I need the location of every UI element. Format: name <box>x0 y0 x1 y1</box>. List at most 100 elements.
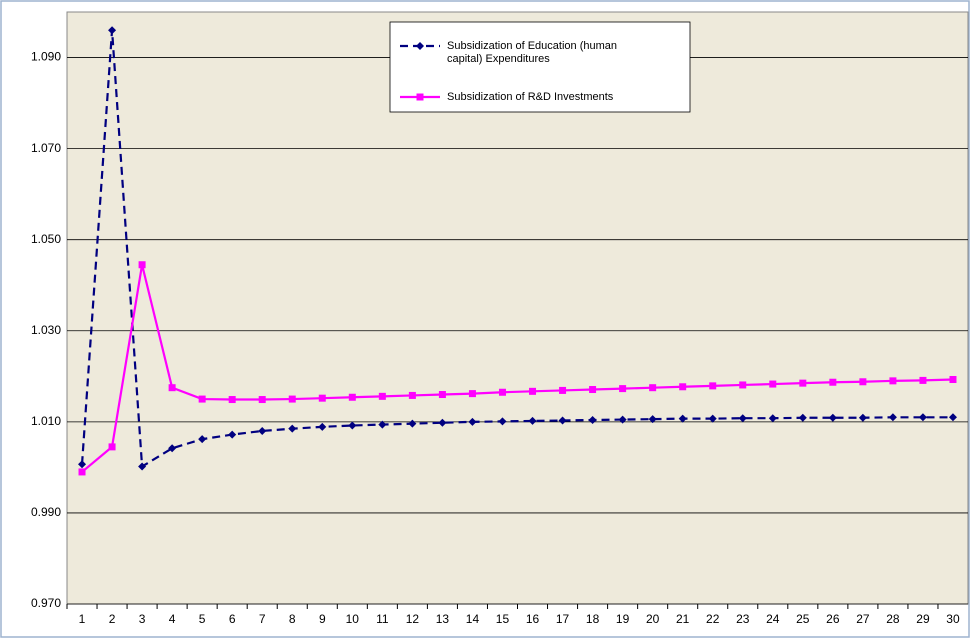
point-marker <box>318 394 326 402</box>
y-tick-label: 0.970 <box>31 596 61 610</box>
y-tick-label: 1.070 <box>31 141 61 155</box>
point-marker <box>198 395 206 403</box>
point-marker <box>648 415 657 424</box>
point-marker <box>78 460 87 469</box>
point-marker <box>108 443 116 451</box>
x-tick-label: 5 <box>199 612 206 626</box>
x-tick-label: 26 <box>826 612 840 626</box>
point-marker <box>619 385 627 393</box>
legend-label: Subsidization of R&D Investments <box>447 91 614 103</box>
point-marker <box>829 378 837 386</box>
point-marker <box>438 418 447 427</box>
point-marker <box>318 422 327 431</box>
x-tick-label: 15 <box>496 612 510 626</box>
point-marker <box>348 421 357 430</box>
x-tick-label: 21 <box>676 612 690 626</box>
x-tick-label: 28 <box>886 612 900 626</box>
x-tick-label: 27 <box>856 612 870 626</box>
point-marker <box>378 420 387 429</box>
y-tick-label: 1.010 <box>31 414 61 428</box>
x-tick-label: 4 <box>169 612 176 626</box>
point-marker <box>708 414 717 423</box>
legend-label-line: Subsidization of Education (human <box>447 40 617 52</box>
x-tick-label: 11 <box>376 612 389 626</box>
point-marker <box>649 384 657 392</box>
point-marker <box>559 386 567 394</box>
series-line <box>80 30 953 469</box>
point-marker <box>228 430 237 439</box>
x-tick-label: 22 <box>706 612 720 626</box>
point-marker <box>438 391 446 399</box>
point-marker <box>408 391 416 399</box>
point-marker <box>228 396 236 404</box>
legend-marker <box>416 42 424 50</box>
x-tick-label: 16 <box>526 612 540 626</box>
x-tick-label: 12 <box>406 612 420 626</box>
point-marker <box>859 378 867 386</box>
point-marker <box>798 413 807 422</box>
point-marker <box>709 382 717 390</box>
point-marker <box>198 435 207 444</box>
point-marker <box>828 413 837 422</box>
point-marker <box>468 390 476 398</box>
point-marker <box>589 386 597 394</box>
point-marker <box>258 396 266 404</box>
point-marker <box>108 26 117 35</box>
point-marker <box>498 388 506 396</box>
x-tick-label: 17 <box>556 612 570 626</box>
x-tick-label: 10 <box>346 612 360 626</box>
point-marker <box>258 426 267 435</box>
point-marker <box>348 393 356 401</box>
point-marker <box>168 444 177 453</box>
x-tick-label: 14 <box>466 612 480 626</box>
x-tick-label: 18 <box>586 612 600 626</box>
point-marker <box>288 395 296 403</box>
y-tick-label: 1.030 <box>31 323 61 337</box>
legend-marker <box>416 93 424 101</box>
x-tick-label: 30 <box>946 612 960 626</box>
point-marker <box>378 392 386 400</box>
point-marker <box>889 377 897 385</box>
point-marker <box>168 384 176 392</box>
series-line <box>81 264 954 473</box>
x-tick-label: 1 <box>79 612 86 626</box>
x-tick-label: 24 <box>766 612 780 626</box>
point-marker <box>858 413 867 422</box>
point-marker <box>138 462 147 471</box>
point-marker <box>799 379 807 387</box>
point-marker <box>769 380 777 388</box>
x-tick-label: 7 <box>259 612 266 626</box>
point-marker <box>679 383 687 391</box>
point-marker <box>288 424 297 433</box>
y-tick-label: 0.990 <box>31 505 61 519</box>
y-tick-label: 1.090 <box>31 50 61 64</box>
y-tick-label: 1.050 <box>31 232 61 246</box>
x-tick-label: 2 <box>109 612 116 626</box>
legend-label: Subsidization of Education (human capital… <box>447 40 617 65</box>
point-marker <box>949 375 957 383</box>
x-tick-label: 25 <box>796 612 810 626</box>
point-marker <box>558 416 567 425</box>
x-tick-label: 20 <box>646 612 660 626</box>
point-marker <box>918 413 927 422</box>
x-tick-label: 3 <box>139 612 146 626</box>
point-marker <box>138 261 146 269</box>
point-marker <box>528 416 537 425</box>
point-marker <box>618 415 627 424</box>
x-tick-label: 29 <box>916 612 930 626</box>
point-marker <box>919 376 927 384</box>
point-marker <box>768 414 777 423</box>
x-tick-label: 9 <box>319 612 326 626</box>
x-tick-label: 19 <box>616 612 630 626</box>
point-marker <box>888 413 897 422</box>
point-marker <box>588 416 597 425</box>
point-marker <box>738 414 747 423</box>
legend-label-line: capital) Expenditures <box>447 53 550 65</box>
point-marker <box>78 468 86 476</box>
point-marker <box>498 417 507 426</box>
point-marker <box>739 381 747 389</box>
point-marker <box>678 414 687 423</box>
point-marker <box>468 417 477 426</box>
